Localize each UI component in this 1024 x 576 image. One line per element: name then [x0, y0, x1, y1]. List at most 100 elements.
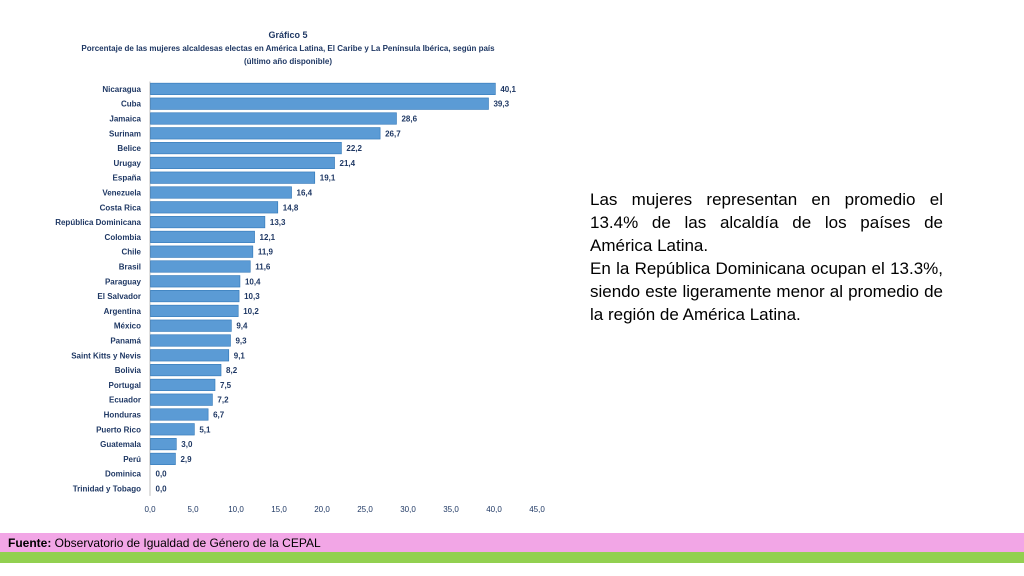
category-label: Chile [121, 248, 141, 257]
category-label: República Dominicana [55, 218, 141, 227]
bar [150, 171, 316, 184]
bar [150, 438, 177, 451]
data-label: 7,2 [217, 396, 229, 405]
bar [150, 290, 240, 303]
x-tick-label: 15,0 [271, 505, 287, 514]
data-label: 6,7 [213, 411, 225, 420]
data-label: 10,3 [244, 292, 260, 301]
bar [150, 216, 266, 229]
data-label: 9,1 [234, 351, 246, 360]
x-tick-label: 35,0 [443, 505, 459, 514]
chart-subtitle-line-1: Porcentaje de las mujeres alcaldesas ele… [81, 44, 495, 53]
bar [150, 452, 176, 465]
data-label: 9,3 [235, 337, 247, 346]
category-label: Urugay [113, 159, 141, 168]
data-label: 16,4 [297, 189, 313, 198]
category-label: Nicaragua [102, 85, 141, 94]
data-label: 0,0 [156, 485, 168, 494]
bar [150, 186, 292, 199]
bar [150, 142, 342, 155]
bar [150, 349, 230, 362]
data-label: 3,0 [181, 440, 193, 449]
category-label: Brasil [119, 263, 141, 272]
x-tick-label: 20,0 [314, 505, 330, 514]
x-tick-label: 0,0 [144, 505, 156, 514]
data-label: 11,9 [258, 248, 274, 257]
category-label: España [113, 174, 142, 183]
category-label: Paraguay [105, 277, 142, 286]
category-label: Trinidad y Tobago [73, 485, 141, 494]
source-footer: Fuente: Observatorio de Igualdad de Géne… [8, 536, 321, 550]
data-label: 26,7 [385, 129, 401, 138]
data-label: 14,8 [283, 203, 299, 212]
data-label: 8,2 [226, 366, 238, 375]
x-tick-label: 40,0 [486, 505, 502, 514]
category-label: Puerto Rico [96, 425, 141, 434]
chart-title: Gráfico 5 [268, 30, 307, 40]
bar [150, 408, 209, 421]
bar [150, 275, 241, 288]
bar [150, 127, 381, 140]
bar [150, 423, 195, 436]
category-label: Saint Kitts y Nevis [71, 351, 141, 360]
bar [150, 364, 222, 377]
data-label: 0,0 [156, 470, 168, 479]
category-label: Bolivia [115, 366, 142, 375]
category-label: Honduras [104, 411, 142, 420]
data-label: 39,3 [493, 100, 509, 109]
category-label: Panamá [110, 337, 141, 346]
data-label: 12,1 [260, 233, 276, 242]
category-label: Costa Rica [100, 203, 142, 212]
category-label: Perú [123, 455, 141, 464]
bar-chart: Gráfico 5 Porcentaje de las mujeres alca… [55, 30, 545, 514]
data-label: 10,2 [243, 307, 259, 316]
category-label: Dominica [105, 470, 142, 479]
note-paragraph-2: En la República Dominicana ocupan el 13.… [590, 259, 943, 324]
x-tick-label: 5,0 [187, 505, 199, 514]
bar [150, 82, 496, 95]
bar [150, 260, 251, 273]
data-label: 7,5 [220, 381, 232, 390]
bar [150, 334, 231, 347]
bar [150, 112, 397, 125]
category-label: Argentina [104, 307, 142, 316]
bar [150, 304, 239, 317]
x-tick-label: 30,0 [400, 505, 416, 514]
bar [150, 245, 254, 258]
category-label: Portugal [109, 381, 141, 390]
summary-note: Las mujeres representan en promedio el 1… [590, 188, 943, 326]
category-label: Guatemala [100, 440, 141, 449]
category-label: Ecuador [109, 396, 141, 405]
bar [150, 97, 489, 110]
bar [150, 393, 213, 406]
x-tick-label: 25,0 [357, 505, 373, 514]
footer-band-green [0, 552, 1024, 563]
bar [150, 230, 255, 243]
category-label: México [114, 322, 141, 331]
data-label: 5,1 [199, 425, 211, 434]
bar [150, 201, 279, 214]
data-label: 13,3 [270, 218, 286, 227]
x-tick-label: 45,0 [529, 505, 545, 514]
data-label: 11,6 [255, 263, 271, 272]
bar [150, 319, 232, 332]
x-tick-label: 10,0 [228, 505, 244, 514]
category-label: Jamaica [109, 115, 141, 124]
note-paragraph-1: Las mujeres representan en promedio el 1… [590, 190, 943, 255]
category-label: Surinam [109, 129, 141, 138]
data-label: 19,1 [320, 174, 336, 183]
category-label: El Salvador [97, 292, 141, 301]
source-label: Fuente: [8, 536, 52, 550]
plot-area: Nicaragua 40,1 Cuba 39,3 Jamaica 28,6 Surinam 2… [55, 81, 545, 514]
data-label: 40,1 [500, 85, 516, 94]
source-text: Observatorio de Igualdad de Género de la… [51, 536, 321, 550]
category-label: Colombia [105, 233, 142, 242]
data-label: 2,9 [180, 455, 192, 464]
data-label: 28,6 [401, 115, 417, 124]
data-label: 10,4 [245, 277, 261, 286]
chart-subtitle-line-2: (último año disponible) [244, 57, 332, 66]
category-label: Cuba [121, 100, 142, 109]
data-label: 22,2 [346, 144, 362, 153]
footer-band-pink [0, 533, 1024, 552]
category-label: Venezuela [102, 189, 141, 198]
